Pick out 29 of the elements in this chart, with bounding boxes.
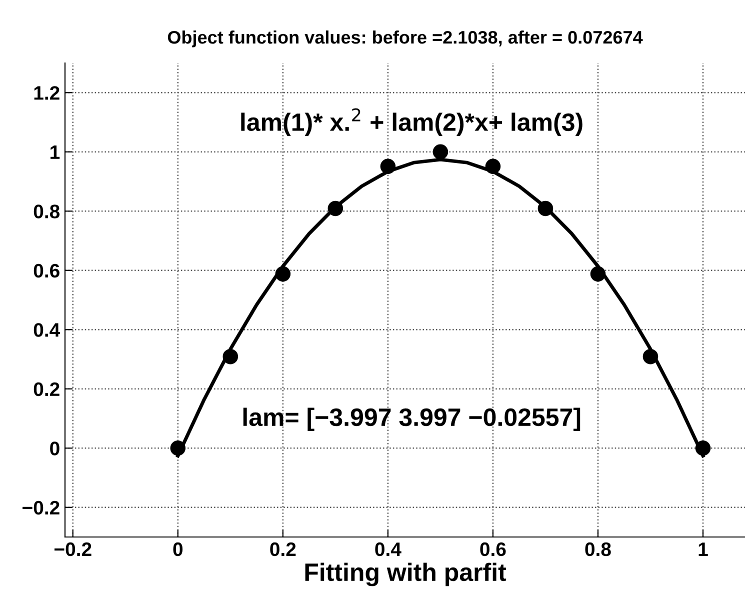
point (170, 440, 186, 456)
point (642, 348, 658, 364)
x-tick-label: 1 (698, 542, 708, 556)
point (380, 158, 396, 174)
y-tick-label: −0.2 (22, 500, 60, 515)
point (328, 200, 344, 216)
x-tick-label: 0.4 (375, 542, 402, 556)
x-tick-label: 0 (173, 542, 183, 556)
x-axis-title: Fitting with parfit (305, 562, 506, 586)
point (432, 144, 448, 160)
y-tick-label: 0 (50, 442, 60, 456)
point (222, 348, 238, 364)
point (275, 266, 291, 282)
y-tick-label: 1 (50, 146, 60, 159)
x-tick-label: 0.8 (585, 542, 611, 556)
y-tick-label: 0.6 (34, 264, 60, 278)
x-tick-label: 0.2 (270, 542, 296, 556)
point (695, 440, 711, 456)
x-tick-label: 0.6 (480, 542, 506, 556)
y-tick-label: 0.2 (34, 382, 60, 396)
point (538, 200, 554, 216)
y-tick-label: 1.2 (34, 86, 60, 100)
point (590, 266, 606, 282)
annotation: lam= [−3.997 3.997 −0.02557] (243, 408, 580, 432)
annotation: lam(1)* x.$^{2}$ + lam(2)*x+ lam(3) (241, 108, 582, 136)
y-tick-label: 0.4 (34, 323, 60, 337)
chart-title: Object function values: before =2.1038, after = 0.072674 (168, 30, 643, 48)
y-tick-label: 0.8 (34, 204, 60, 218)
point (485, 158, 501, 174)
